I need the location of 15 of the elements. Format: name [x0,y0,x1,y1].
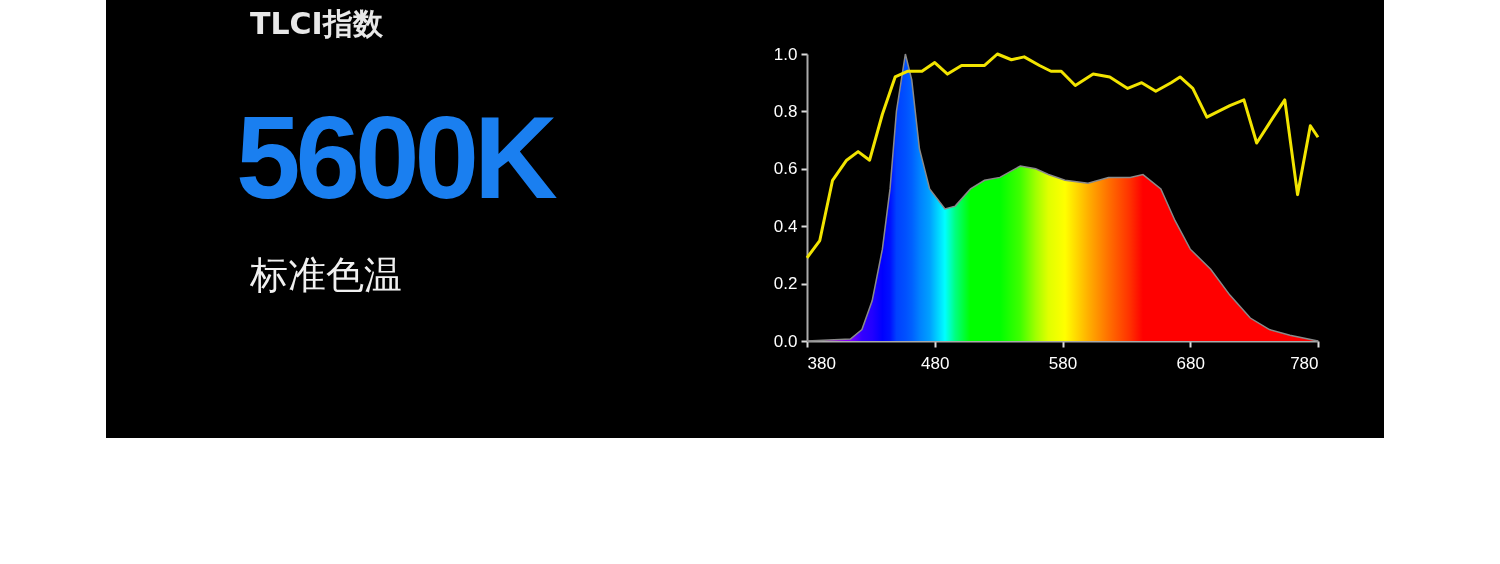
y-tick-label: 0.6 [773,159,798,179]
x-tick-label: 580 [1048,353,1078,373]
line-series [805,52,1320,260]
y-tick-label: 0.8 [773,101,798,121]
y-tick-label: 1.0 [773,44,798,64]
text: 标准色温 [250,252,402,299]
y-tick-label: 0.4 [773,216,798,236]
text: TLCI指数 [250,5,383,43]
text: 5600K [236,93,553,223]
y-tick-label: 0.0 [773,331,798,351]
y-tick-label: 0.2 [773,274,798,294]
x-tick-label: 680 [1176,353,1205,373]
x-tick-label: 380 [807,353,836,373]
x-tick-label: 780 [1290,353,1319,373]
x-tick-label: 480 [921,353,950,373]
